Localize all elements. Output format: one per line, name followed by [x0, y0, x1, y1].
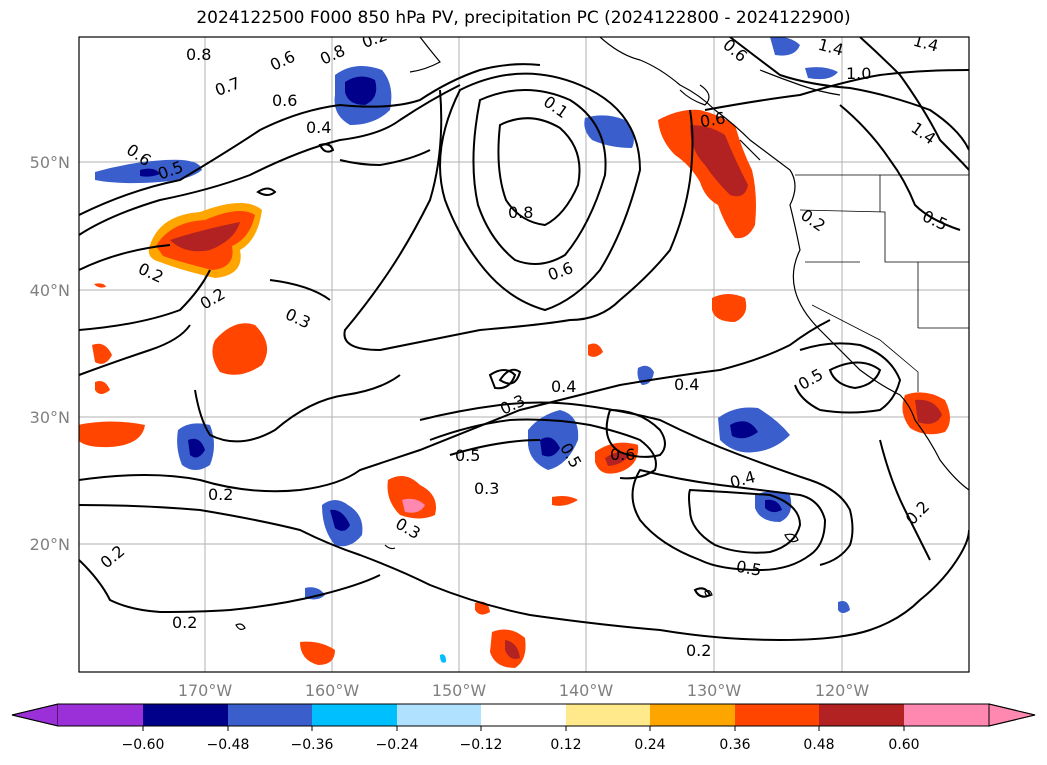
- colorbar-tick-label: −0.12: [460, 737, 503, 753]
- latitude-labels: 50°N 40°N 30°N 20°N: [30, 153, 70, 554]
- colorbar-segment: [228, 704, 312, 726]
- colorbar-tick-label: 0.12: [550, 737, 581, 753]
- colorbar-tick-label: −0.36: [291, 737, 334, 753]
- colorbar-tick-label: 0.60: [888, 737, 919, 753]
- svg-text:1.4: 1.4: [816, 35, 846, 60]
- political-borders: [795, 174, 969, 392]
- longitude-labels: 170°W 160°W 150°W 140°W 130°W 120°W: [178, 681, 870, 700]
- colorbar-segment: [397, 704, 481, 726]
- svg-text:0.2: 0.2: [208, 485, 233, 504]
- colorbar-segment: [481, 704, 566, 726]
- colorbar-outline: [11, 703, 1036, 727]
- map-title: 2024122500 F000 850 hPa PV, precipitatio…: [196, 8, 851, 28]
- colorbar-tick-label: −0.60: [122, 737, 165, 753]
- lat-label: 30°N: [30, 408, 70, 427]
- colorbar-segment: [566, 704, 650, 726]
- svg-text:0.5: 0.5: [455, 446, 480, 465]
- svg-text:0.4: 0.4: [551, 377, 576, 396]
- svg-text:0.8: 0.8: [508, 203, 533, 222]
- svg-text:0.4: 0.4: [674, 375, 699, 394]
- colorbar: −0.60 −0.48 −0.36 −0.24 −0.12 0.12 0.24 …: [11, 703, 1036, 753]
- colorbar-segment: [58, 704, 143, 726]
- lon-label: 120°W: [815, 681, 870, 700]
- colorbar-tick-label: −0.24: [376, 737, 419, 753]
- colorbar-tick-label: 0.48: [803, 737, 834, 753]
- colorbar-segment: [143, 704, 228, 726]
- colorbar-segment: [819, 704, 904, 726]
- svg-text:0.3: 0.3: [474, 479, 499, 498]
- svg-text:0.4: 0.4: [306, 118, 331, 137]
- colorbar-segment: [312, 704, 397, 726]
- svg-text:0.6: 0.6: [698, 108, 726, 131]
- svg-text:0.5: 0.5: [735, 557, 763, 580]
- pv-contours: [79, 37, 969, 642]
- lon-label: 170°W: [178, 681, 233, 700]
- colorbar-segment: [650, 704, 735, 726]
- map-background: [79, 37, 969, 672]
- colorbar-tick-label: 0.36: [719, 737, 750, 753]
- svg-text:1.0: 1.0: [846, 64, 871, 83]
- lat-label: 50°N: [30, 153, 70, 172]
- svg-text:0.2: 0.2: [172, 613, 197, 632]
- lon-label: 150°W: [432, 681, 487, 700]
- map-frame: [78, 36, 970, 673]
- colorbar-extend-low: [11, 703, 59, 727]
- colorbar-tick-label: 0.24: [634, 737, 665, 753]
- svg-text:0.6: 0.6: [272, 91, 297, 110]
- colorbar-segment: [904, 704, 989, 726]
- precipitation-fill: [79, 37, 950, 668]
- colorbar-extend-high: [988, 703, 1036, 727]
- lat-label: 40°N: [30, 281, 70, 300]
- colorbar-segment: [735, 704, 819, 726]
- lon-label: 130°W: [687, 681, 742, 700]
- colorbar-tick-label: −0.48: [207, 737, 250, 753]
- svg-text:0.2: 0.2: [686, 641, 711, 660]
- svg-text:1.4: 1.4: [911, 31, 941, 56]
- lon-label: 160°W: [305, 681, 360, 700]
- lat-label: 20°N: [30, 535, 70, 554]
- coastlines: [235, 37, 969, 631]
- lon-label: 140°W: [559, 681, 614, 700]
- svg-text:0.8: 0.8: [186, 45, 211, 64]
- svg-text:0.6: 0.6: [610, 445, 635, 464]
